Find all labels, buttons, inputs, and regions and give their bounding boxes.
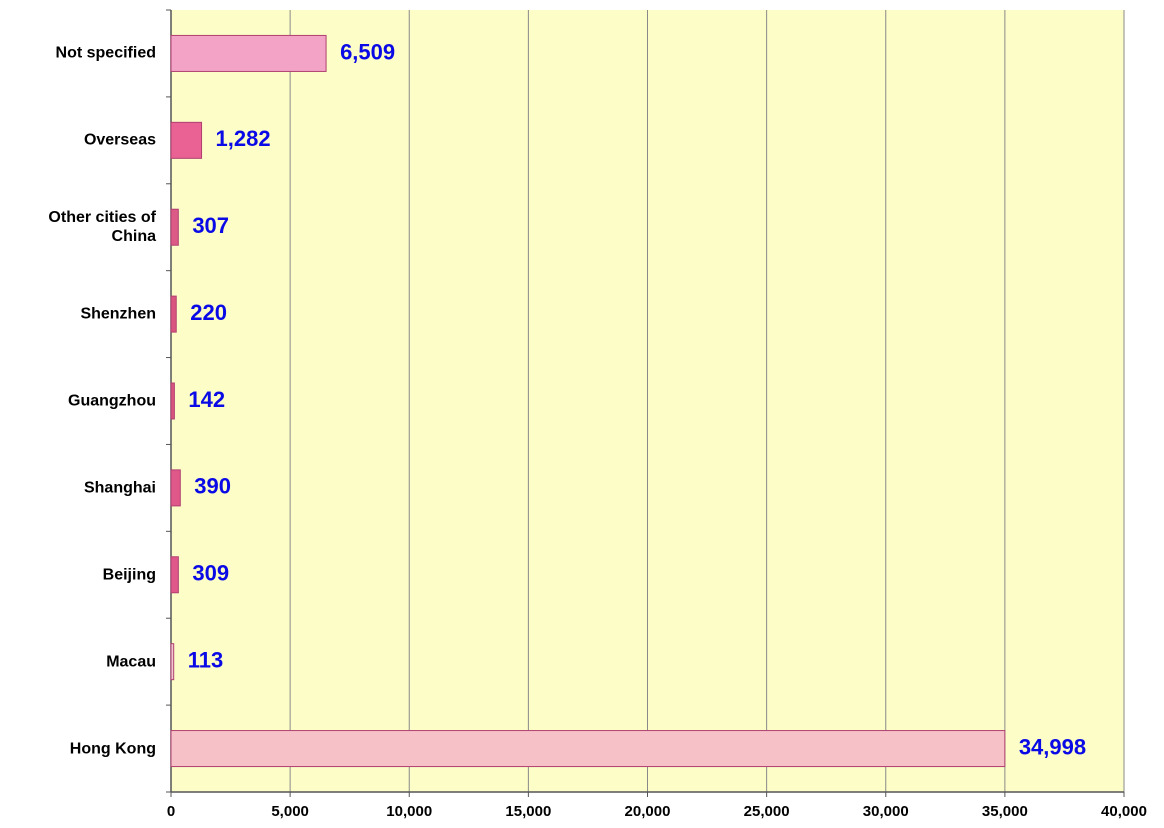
x-tick-label: 15,000 — [505, 803, 551, 820]
y-tick-label: Guangzhou — [68, 392, 156, 410]
bar — [170, 382, 175, 420]
bar — [170, 643, 175, 681]
value-label: 6,509 — [340, 39, 395, 64]
y-tick-label: Macau — [106, 653, 156, 671]
bar — [170, 556, 179, 594]
value-label: 220 — [190, 300, 227, 325]
bar — [170, 34, 327, 72]
x-tick-label: 0 — [167, 803, 175, 820]
x-tick-label: 40,000 — [1101, 803, 1147, 820]
y-tick-label: Other cities of China — [48, 209, 156, 246]
bar — [170, 469, 181, 507]
value-label: 34,998 — [1019, 734, 1086, 759]
value-label: 307 — [192, 213, 229, 238]
value-label: 1,282 — [216, 126, 271, 151]
y-tick-label: Shenzhen — [80, 305, 156, 323]
x-tick-label: 30,000 — [863, 803, 909, 820]
x-tick-label: 25,000 — [744, 803, 790, 820]
bar — [170, 730, 1006, 768]
y-tick-label: Hong Kong — [69, 740, 156, 758]
y-tick-label: Overseas — [83, 131, 156, 149]
value-label: 390 — [194, 474, 231, 499]
y-tick-label: Shanghai — [83, 479, 156, 497]
value-label: 113 — [188, 647, 224, 672]
x-tick-label: 10,000 — [386, 803, 432, 820]
y-tick-label: Not specified — [55, 44, 156, 62]
x-tick-label: 20,000 — [625, 803, 671, 820]
bar — [170, 295, 177, 333]
value-label: 309 — [192, 561, 229, 586]
bar — [170, 208, 179, 246]
value-label: 142 — [188, 387, 225, 412]
x-tick-label: 35,000 — [982, 803, 1028, 820]
y-tick-label: Beijing — [102, 566, 156, 584]
x-tick-label: 5,000 — [271, 803, 309, 820]
bar — [170, 121, 203, 159]
